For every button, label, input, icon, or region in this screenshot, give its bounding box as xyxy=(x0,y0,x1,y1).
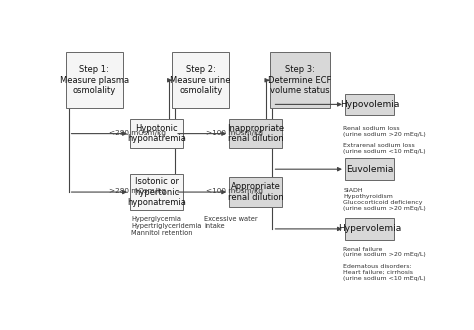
FancyBboxPatch shape xyxy=(229,178,283,207)
Text: Isotonic or
hypertonic
hyponatremia: Isotonic or hypertonic hyponatremia xyxy=(127,177,186,207)
FancyBboxPatch shape xyxy=(66,52,123,108)
Text: Excessive water
intake: Excessive water intake xyxy=(204,216,258,229)
Text: Step 2:
Measure urine
osmolality: Step 2: Measure urine osmolality xyxy=(171,65,231,95)
Text: Hypovolemia: Hypovolemia xyxy=(340,100,400,109)
FancyBboxPatch shape xyxy=(345,94,394,115)
Text: Step 3:
Determine ECF
volume status: Step 3: Determine ECF volume status xyxy=(268,65,331,95)
FancyBboxPatch shape xyxy=(130,119,183,148)
Text: Hyperglycemia
Hypertriglyceridemia
Mannitol retention: Hyperglycemia Hypertriglyceridemia Manni… xyxy=(131,216,201,236)
Text: Hypervolemia: Hypervolemia xyxy=(338,224,401,233)
Text: Euvolemia: Euvolemia xyxy=(346,165,393,174)
Text: >280 mOsm/kg: >280 mOsm/kg xyxy=(109,188,166,194)
FancyBboxPatch shape xyxy=(229,119,283,148)
Text: SIADH
Hypothyroidism
Glucocorticoid deficiency
(urine sodium >20 mEq/L): SIADH Hypothyroidism Glucocorticoid defi… xyxy=(343,188,426,211)
Text: Inappropriate
renal dilution: Inappropriate renal dilution xyxy=(227,124,284,143)
Text: Step 1:
Measure plasma
osmolality: Step 1: Measure plasma osmolality xyxy=(60,65,129,95)
FancyBboxPatch shape xyxy=(345,158,394,180)
Text: Renal failure
(urine sodium >20 mEq/L)

Edematous disorders:
Heart failure; cirr: Renal failure (urine sodium >20 mEq/L) E… xyxy=(343,247,426,281)
Text: Hypotonic
hyponatremia: Hypotonic hyponatremia xyxy=(127,124,186,143)
Text: >100 mOsm/kg: >100 mOsm/kg xyxy=(206,130,263,136)
Text: Renal sodium loss
(urine sodium >20 mEq/L)

Extrarenal sodium loss
(urine sodium: Renal sodium loss (urine sodium >20 mEq/… xyxy=(343,126,426,154)
FancyBboxPatch shape xyxy=(345,218,394,240)
FancyBboxPatch shape xyxy=(270,52,330,108)
Text: <280 mOsm/kg: <280 mOsm/kg xyxy=(109,130,166,136)
FancyBboxPatch shape xyxy=(130,174,183,210)
Text: Appropriate
renal dilution: Appropriate renal dilution xyxy=(228,182,283,202)
FancyBboxPatch shape xyxy=(172,52,229,108)
Text: <100 mOsm/kg: <100 mOsm/kg xyxy=(206,188,263,194)
